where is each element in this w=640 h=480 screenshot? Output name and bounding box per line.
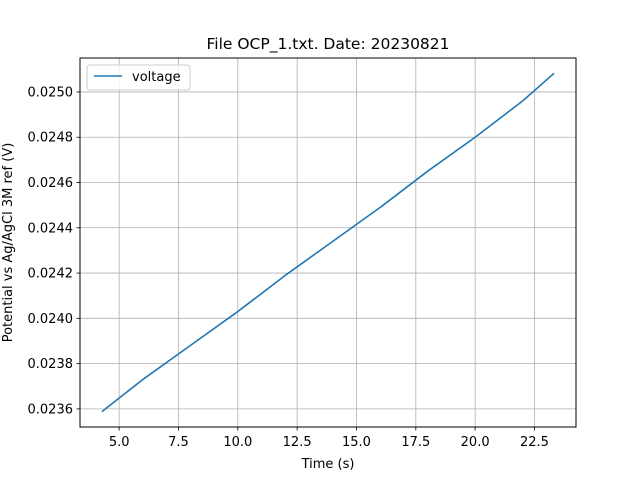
x-tick-label: 5.0 bbox=[109, 435, 130, 450]
y-axis-label: Potential vs Ag/AgCl 3M ref (V) bbox=[1, 143, 16, 343]
x-tick-label: 17.5 bbox=[401, 435, 430, 450]
x-tick-label: 22.5 bbox=[520, 435, 549, 450]
x-tick-label: 7.5 bbox=[168, 435, 189, 450]
plot-frame bbox=[79, 57, 577, 428]
chart-title: File OCP_1.txt. Date: 20230821 bbox=[206, 35, 449, 54]
grid bbox=[80, 58, 576, 427]
x-tick-label: 10.0 bbox=[223, 435, 252, 450]
x-tick-label: 20.0 bbox=[461, 435, 490, 450]
legend-label-voltage: voltage bbox=[132, 70, 181, 85]
legend-box bbox=[86, 64, 191, 91]
y-tick-label: 0.0236 bbox=[28, 402, 74, 417]
legend: voltage bbox=[86, 64, 191, 91]
y-tick-label: 0.0240 bbox=[28, 312, 74, 327]
y-tick-label: 0.0250 bbox=[28, 85, 74, 100]
y-tick-label: 0.0244 bbox=[28, 221, 74, 236]
x-tick-label: 12.5 bbox=[283, 435, 312, 450]
y-tick-label: 0.0242 bbox=[28, 267, 74, 282]
y-axis-ticks: 0.0236 0.0238 0.0240 0.0242 0.0244 0.0246 0.02… bbox=[28, 85, 80, 417]
y-tick-label: 0.0248 bbox=[28, 131, 74, 146]
x-tick-label: 15.0 bbox=[342, 435, 371, 450]
x-axis-label: Time (s) bbox=[301, 457, 355, 472]
series-line-voltage bbox=[101, 72, 555, 413]
series-layer bbox=[101, 72, 555, 413]
y-tick-label: 0.0246 bbox=[28, 176, 74, 191]
y-tick-label: 0.0238 bbox=[28, 357, 74, 372]
x-axis-ticks: 5.0 7.5 10.0 12.5 15.0 17.5 20.0 22.5 bbox=[109, 427, 549, 450]
